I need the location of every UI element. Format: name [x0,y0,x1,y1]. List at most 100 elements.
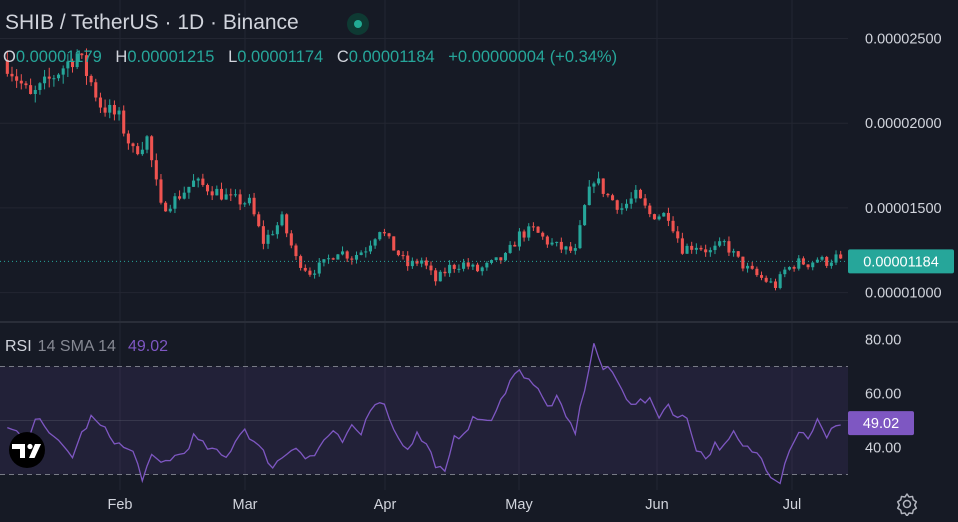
candle-body [555,241,559,243]
candle-body [89,75,93,83]
candle-body [839,254,843,259]
candle-body [238,194,242,205]
candle-body [122,110,126,134]
candle-body [261,226,265,244]
candle-body [587,186,591,206]
candle-body [494,257,498,261]
candle-body [368,245,372,252]
candle-body [489,260,494,263]
candle-body [415,260,419,264]
candle-body [52,78,56,80]
candle-body [615,200,619,210]
candle-body [29,85,33,94]
candle-body [638,189,643,199]
time-tick-label: Jun [645,497,668,513]
candle-body [173,196,177,209]
time-tick-label: Mar [233,497,258,513]
candle-body [280,214,284,226]
candle-body [5,59,9,74]
candle-body [154,160,158,180]
candle-body [364,251,368,253]
last-price-tag [848,249,954,274]
rsi-value-label: 49.02 [863,416,899,432]
rsi-name: RSI [5,338,32,355]
candle-body [299,256,303,268]
candle-body [196,178,200,181]
candle-body [164,202,168,212]
rsi-legend[interactable]: RSI 14 SMA 14 49.02 [5,338,168,356]
candle-body [527,226,531,238]
candle-body [741,256,745,269]
candle-body [178,196,182,199]
candle-body [354,254,359,260]
candle-body [406,255,410,267]
candle-body [112,104,116,115]
candle-body [564,246,568,250]
candle-body [480,267,484,272]
rsi-value: 49.02 [127,338,168,355]
candle-body [624,203,629,209]
candle-body [159,179,163,203]
candle-body [285,214,289,234]
candle-body [252,197,256,215]
candle-body [150,136,154,161]
candle-body [704,249,708,253]
candle-body [215,188,219,196]
candle-body [38,83,42,90]
candle-body [657,216,661,220]
candle-body [308,270,312,275]
candle-body [578,225,582,249]
candle-body [396,250,400,256]
candle-body [811,262,815,268]
candle-body [764,277,768,282]
candle-body [10,73,14,77]
candle-body [666,212,670,221]
low-value: 0.00001174 [237,48,324,66]
candle-body [275,225,279,235]
candle-body [289,233,293,246]
candle-body [708,250,712,253]
candle-body [559,241,563,250]
candle-body [643,198,647,206]
candle-body [192,180,196,187]
candle-body [620,208,624,210]
tradingview-logo-icon[interactable] [5,432,49,468]
candle-body [313,273,317,275]
time-tick-label: Feb [108,497,133,513]
rsi-band-fill [0,366,848,475]
candle-body [690,245,694,250]
candle-body [24,83,28,86]
candle-body [294,245,298,257]
candle-body [732,251,736,253]
rsi-line [7,343,841,485]
price-tick-label: 0.00002500 [865,31,942,47]
candle-body [792,267,796,269]
candle-body [75,53,79,68]
rsi-tick-label: 40.00 [865,441,901,457]
candle-body [466,262,470,267]
candle-body [783,269,787,275]
chart-title[interactable]: SHIB / TetherUS · 1D · Binance [5,11,299,34]
candle-body [606,193,610,196]
high-value: 0.00001215 [127,48,215,66]
candle-body [476,264,480,272]
candle-body [536,226,540,233]
candle-body [66,61,70,69]
close-key: C [336,48,349,66]
market-status-icon [347,13,369,35]
candle-body [634,189,638,199]
candle-body [420,260,424,264]
candle-body [126,133,130,144]
candle-body [429,265,433,271]
candle-body [699,247,703,250]
candle-body [210,191,214,196]
rsi-value-tag [848,411,914,436]
candle-body [517,231,521,247]
open-value: 0.00001179 [15,48,102,66]
gear-icon[interactable] [895,492,919,516]
candle-body [778,274,782,288]
candle-body [350,258,354,260]
candle-body [759,275,764,278]
candle-body [271,234,275,236]
